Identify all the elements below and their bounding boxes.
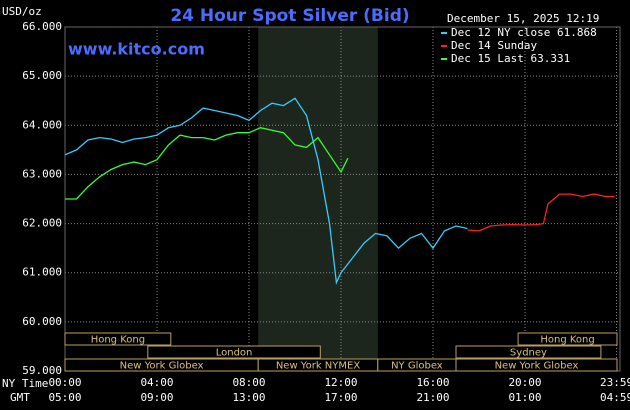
x2-tick-label: 04:59: [600, 391, 630, 404]
x2-tick-label: 17:00: [324, 391, 357, 404]
timestamp: December 15, 2025 12:19: [447, 12, 599, 25]
x-tick-label: 20:00: [508, 376, 541, 389]
session-label: Hong Kong: [91, 335, 145, 346]
legend-label: Dec 12 NY close 61.868: [451, 26, 597, 39]
session-label: NY Globex: [391, 361, 443, 372]
y-tick-label: 59.000: [22, 364, 62, 377]
x2-axis-label: GMT: [10, 391, 30, 404]
x2-tick-label: 01:00: [508, 391, 541, 404]
series-line: [65, 127, 349, 200]
series-line: [64, 97, 468, 285]
x-tick-label: 12:00: [324, 376, 357, 389]
y-tick-label: 61.000: [22, 266, 62, 279]
session-box: [455, 345, 602, 359]
y-tick-label: 63.000: [22, 167, 62, 180]
y-tick-label: 62.000: [22, 217, 62, 230]
legend-label: Dec 15 Last 63.331: [451, 52, 570, 65]
y-axis-label: USD/oz: [2, 5, 42, 18]
x-tick-label: 08:00: [232, 376, 265, 389]
session-label: New York Globex: [495, 361, 579, 372]
shaded-region: [258, 27, 378, 371]
session-label: London: [216, 348, 253, 359]
x-tick-label: 00:00: [48, 376, 81, 389]
x2-tick-label: 21:00: [416, 391, 449, 404]
chart-title: 24 Hour Spot Silver (Bid): [170, 6, 409, 26]
plot: 59.000 60.000 61.000 62.000 63.000 64.000 65.0…: [22, 20, 630, 404]
legend-label: Dec 14 Sunday: [451, 39, 537, 52]
x-tick-label: 23:59: [600, 376, 630, 389]
session-box: [64, 332, 172, 346]
session-label: Hong Kong: [540, 335, 594, 346]
x-tick-label: 16:00: [416, 376, 449, 389]
x2-tick-label: 09:00: [140, 391, 173, 404]
y-tick-label: 66.000: [22, 20, 62, 33]
y-tick-label: 64.000: [22, 118, 62, 131]
session-box: [455, 358, 618, 372]
x-axis-label: NY Time: [2, 377, 48, 390]
y-tick-label: 60.000: [22, 315, 62, 328]
x2-tick-label: 13:00: [232, 391, 265, 404]
x2-tick-label: 05:00: [48, 391, 81, 404]
session-label: Sydney: [510, 348, 547, 359]
x-tick-label: 04:00: [140, 376, 173, 389]
subtitle: www.kitco.com: [68, 40, 205, 59]
series-line: [467, 193, 615, 232]
session-label: New York NYMEX: [276, 361, 361, 372]
session-label: New York Globex: [120, 361, 204, 372]
session-box: [147, 345, 321, 359]
y-tick-label: 65.000: [22, 69, 62, 82]
session-box: [517, 332, 618, 346]
